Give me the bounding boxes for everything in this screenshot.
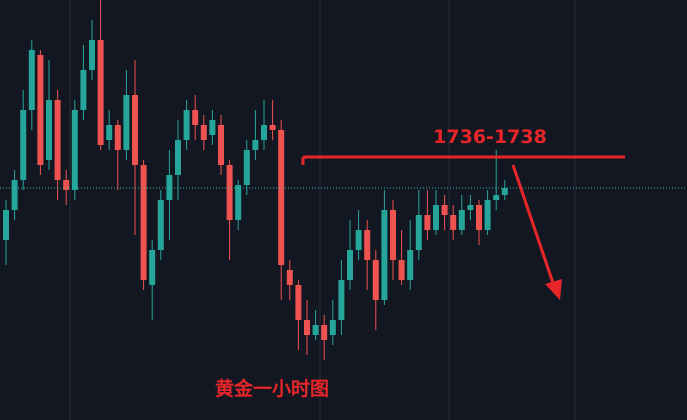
candle-body xyxy=(123,95,130,150)
candle-body xyxy=(304,320,310,335)
candle-body xyxy=(166,175,173,200)
level-label: 1736-1738 xyxy=(433,126,547,148)
candle-body xyxy=(132,95,138,165)
candle-body xyxy=(484,200,491,230)
candle-body xyxy=(295,285,302,320)
candle-body xyxy=(175,140,181,175)
candle-body xyxy=(433,205,439,230)
candle-body xyxy=(278,130,285,265)
candle-body xyxy=(424,215,431,230)
candle-body xyxy=(450,215,457,230)
candle-body xyxy=(200,125,207,140)
candle-body xyxy=(415,215,422,250)
candle-body xyxy=(381,210,388,300)
candle-body xyxy=(140,165,147,280)
candle-body xyxy=(106,125,113,140)
candle-body xyxy=(312,325,319,335)
caption: 黄金一小时图 xyxy=(215,377,329,400)
candle-body xyxy=(114,125,121,150)
candle-body xyxy=(71,110,78,190)
candle-body xyxy=(20,110,27,180)
candle-body xyxy=(372,260,379,300)
candle-body xyxy=(347,250,353,280)
candle-body xyxy=(493,195,500,200)
candle-body xyxy=(218,125,224,165)
candle-body xyxy=(467,205,474,210)
candle-body xyxy=(441,205,448,215)
candle-body xyxy=(329,320,336,335)
candle-body xyxy=(243,150,250,185)
candle-body xyxy=(63,180,70,190)
candle-body xyxy=(501,188,508,195)
candle-body xyxy=(235,185,242,220)
candle-body xyxy=(252,140,259,150)
arrow-head xyxy=(545,279,562,300)
candle-body xyxy=(11,180,18,210)
candle-body xyxy=(286,270,293,285)
candle-body xyxy=(149,250,156,285)
candle-body xyxy=(97,40,104,145)
candle-body xyxy=(3,210,9,240)
candle-body xyxy=(476,205,482,230)
candle-body xyxy=(157,200,164,250)
arrow-shaft xyxy=(511,164,555,284)
candle-body xyxy=(261,125,267,140)
candle-body xyxy=(364,230,371,260)
candle-body xyxy=(192,110,199,125)
candle-body xyxy=(37,55,44,165)
candle-body xyxy=(209,120,216,135)
candle-body xyxy=(46,100,52,160)
candle-body xyxy=(226,165,233,220)
candle-body xyxy=(80,70,87,110)
candle-body xyxy=(89,40,95,70)
candle-body xyxy=(458,210,465,230)
candle-body xyxy=(398,260,405,280)
candle-body xyxy=(338,280,345,320)
overlay xyxy=(0,155,687,189)
candle-body xyxy=(54,100,61,180)
candle-body xyxy=(390,210,396,260)
candle-body xyxy=(183,110,190,140)
candle-body xyxy=(269,125,276,130)
candle-body xyxy=(28,50,35,110)
candles xyxy=(3,0,508,360)
candle-body xyxy=(407,250,414,280)
candle-body xyxy=(355,230,362,250)
candle-body xyxy=(321,325,328,340)
